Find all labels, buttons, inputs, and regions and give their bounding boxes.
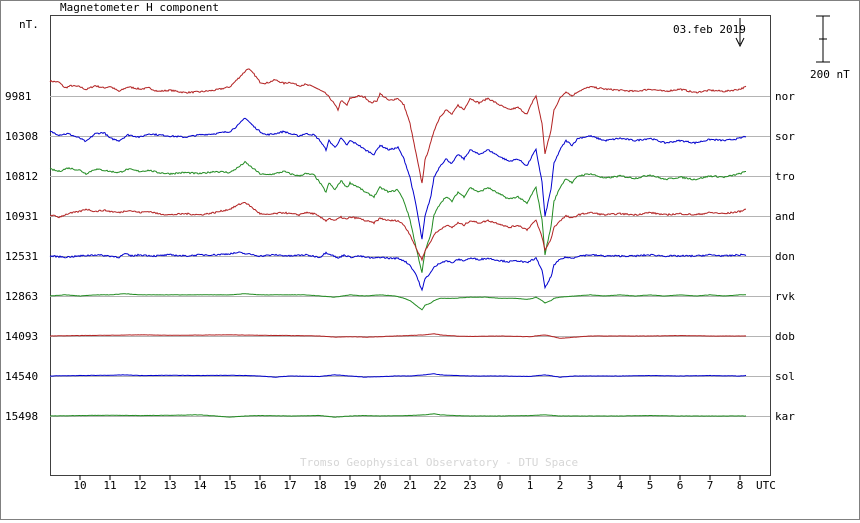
watermark: Tromso Geophysical Observatory - DTU Spa… [300, 456, 578, 469]
trace-don [49, 251, 747, 292]
baseline-value-tro: 10812 [5, 170, 38, 183]
x-tick-label: 16 [253, 479, 266, 492]
baseline-value-don: 12531 [5, 250, 38, 263]
x-tick-label: 22 [433, 479, 446, 492]
x-tick-label: 3 [587, 479, 594, 492]
chart-title: Magnetometer H component [60, 1, 219, 14]
x-tick-label: 20 [373, 479, 386, 492]
scale-bar-label: 200 nT [810, 68, 850, 81]
station-label-tro: tro [775, 170, 795, 183]
baseline-value-rvk: 12863 [5, 290, 38, 303]
x-tick-label: 8 [737, 479, 744, 492]
x-tick-label: 10 [73, 479, 86, 492]
scale-bar [816, 15, 830, 63]
station-label-don: don [775, 250, 795, 263]
x-tick-label: 4 [617, 479, 624, 492]
trace-sor [49, 117, 747, 240]
x-tick-label: 17 [283, 479, 296, 492]
station-label-dob: dob [775, 330, 795, 343]
date-marker-arrow [735, 18, 745, 48]
baseline-value-nor: 9981 [5, 90, 32, 103]
trace-and [50, 202, 747, 262]
trace-rvk [49, 293, 746, 311]
station-label-kar: kar [775, 410, 795, 423]
trace-sol [49, 373, 747, 378]
trace-nor [49, 68, 747, 184]
baseline-grid: 9981 nor 10308 sor 10812 tro 10931 and 12531 don 1… [5, 90, 795, 423]
x-tick-label: 7 [707, 479, 714, 492]
x-tick-label: 2 [557, 479, 564, 492]
date-label: 03.feb 2019 [673, 23, 746, 36]
x-tick-label: 1 [527, 479, 534, 492]
trace-kar [50, 413, 747, 418]
station-label-nor: nor [775, 90, 795, 103]
baseline-value-and: 10931 [5, 210, 38, 223]
x-tick-label: 13 [163, 479, 176, 492]
baseline-value-sol: 14540 [5, 370, 38, 383]
trace-tro [49, 160, 746, 273]
x-axis-ticks: 10 11 12 13 14 15 16 17 18 19 20 21 22 23 0 1 2 3 4 5 6 7 8 [73, 475, 743, 492]
x-tick-label: 14 [193, 479, 207, 492]
x-tick-label: 19 [343, 479, 356, 492]
station-label-sor: sor [775, 130, 795, 143]
trace-dob [49, 333, 747, 339]
station-label-rvk: rvk [775, 290, 795, 303]
x-tick-label: 21 [403, 479, 416, 492]
x-tick-label: 23 [463, 479, 476, 492]
station-label-sol: sol [775, 370, 795, 383]
baseline-value-dob: 14093 [5, 330, 38, 343]
series-traces [49, 68, 747, 418]
x-tick-label: 18 [313, 479, 326, 492]
x-tick-label: 0 [497, 479, 504, 492]
x-axis-unit: UTC [756, 479, 776, 492]
station-label-and: and [775, 210, 795, 223]
x-tick-label: 6 [677, 479, 684, 492]
x-tick-label: 5 [647, 479, 654, 492]
x-tick-label: 11 [103, 479, 116, 492]
baseline-value-kar: 15498 [5, 410, 38, 423]
x-tick-label: 12 [133, 479, 146, 492]
x-tick-label: 15 [223, 479, 236, 492]
baseline-value-sor: 10308 [5, 130, 38, 143]
y-axis-label: nT. [19, 18, 39, 31]
